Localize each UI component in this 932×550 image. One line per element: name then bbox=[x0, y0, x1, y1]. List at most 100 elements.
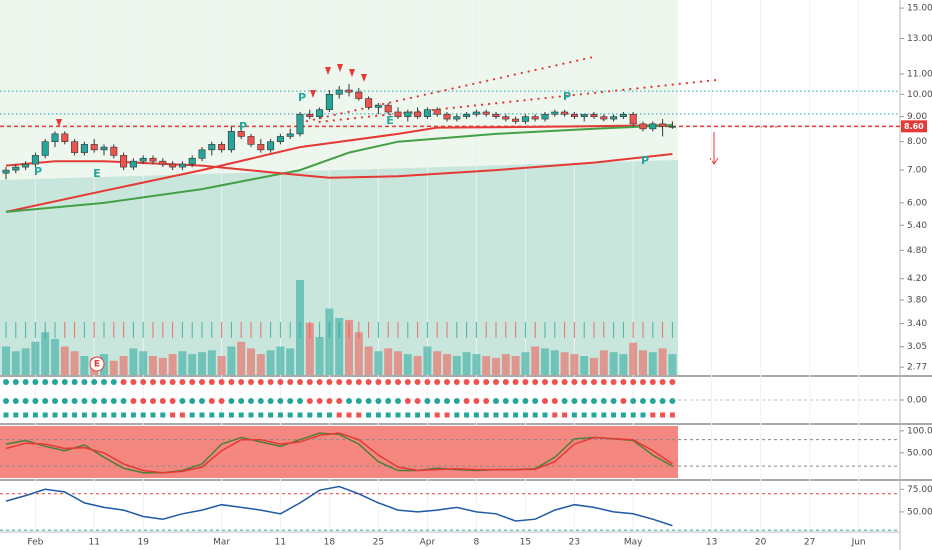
volume-bar bbox=[560, 352, 569, 375]
state-dot bbox=[238, 379, 245, 385]
state-dot bbox=[140, 379, 147, 385]
volume-bar bbox=[354, 332, 363, 375]
state-dot bbox=[395, 398, 401, 404]
state-dot bbox=[248, 398, 254, 404]
candle-body bbox=[512, 118, 520, 122]
state-square bbox=[464, 412, 470, 418]
state-dot bbox=[375, 379, 382, 385]
state-dot bbox=[91, 379, 98, 385]
state-dot bbox=[61, 379, 68, 385]
volume-bar bbox=[70, 351, 79, 375]
volume-bar bbox=[590, 357, 598, 375]
y-tick-label: 6.00 bbox=[907, 198, 927, 208]
state-dot bbox=[159, 379, 166, 385]
state-dot bbox=[463, 398, 470, 404]
candle-body bbox=[267, 141, 275, 151]
state-dot bbox=[581, 379, 588, 385]
state-dot bbox=[522, 398, 529, 404]
state-dot bbox=[542, 379, 548, 385]
volume-bar bbox=[188, 354, 197, 375]
state-square bbox=[375, 412, 381, 418]
candle-body bbox=[227, 131, 235, 151]
state-dot bbox=[189, 398, 196, 404]
state-dot bbox=[287, 398, 294, 404]
candle-body bbox=[237, 131, 245, 137]
state-square bbox=[493, 412, 499, 418]
candle-body bbox=[149, 157, 157, 162]
candle-body bbox=[590, 114, 598, 117]
candle-body bbox=[482, 111, 490, 115]
annotation: E bbox=[94, 360, 100, 370]
y-tick-label: 13.00 bbox=[907, 34, 932, 44]
state-square bbox=[258, 412, 264, 418]
x-tick-label: 11 bbox=[88, 538, 99, 548]
state-square bbox=[111, 412, 117, 418]
state-dot bbox=[355, 379, 362, 385]
state-square bbox=[160, 412, 166, 418]
state-square bbox=[669, 412, 675, 418]
annotation: P bbox=[34, 165, 42, 178]
state-dot bbox=[659, 398, 666, 404]
state-dot bbox=[218, 398, 225, 404]
candle-body bbox=[120, 155, 128, 168]
state-square bbox=[366, 412, 372, 418]
state-dot bbox=[571, 379, 578, 385]
state-dot bbox=[257, 379, 264, 385]
state-dot bbox=[71, 379, 78, 385]
signal-drop bbox=[56, 119, 62, 127]
volume-bar bbox=[413, 356, 422, 375]
state-dot bbox=[365, 398, 372, 404]
volume-bar bbox=[580, 356, 589, 375]
volume-bar bbox=[31, 341, 40, 375]
volume-bar bbox=[2, 346, 10, 375]
volume-bar bbox=[364, 346, 373, 375]
y-tick-label: 100.00 bbox=[907, 426, 932, 436]
state-dot bbox=[434, 379, 441, 385]
state-dot bbox=[473, 379, 480, 385]
candle-body bbox=[100, 146, 108, 151]
volume-bar bbox=[492, 357, 500, 375]
volume-bar bbox=[286, 348, 295, 375]
state-dot bbox=[649, 379, 656, 385]
candle-body bbox=[433, 109, 441, 115]
state-dot bbox=[502, 379, 509, 385]
candle-body bbox=[502, 116, 510, 120]
state-square bbox=[179, 412, 185, 418]
y-tick-label: 15.00 bbox=[907, 4, 932, 14]
state-square bbox=[297, 412, 303, 418]
state-dot bbox=[630, 379, 637, 385]
state-dot bbox=[336, 398, 343, 404]
state-dot bbox=[228, 379, 235, 385]
state-square bbox=[130, 412, 136, 418]
candle-body bbox=[80, 144, 88, 153]
state-dot bbox=[42, 379, 49, 385]
candle-body bbox=[463, 114, 471, 117]
volume-bar bbox=[374, 351, 383, 375]
state-square bbox=[562, 412, 568, 418]
state-dot bbox=[326, 379, 333, 385]
candle-body bbox=[414, 111, 422, 117]
state-dot bbox=[101, 398, 107, 404]
volume-bar bbox=[335, 318, 344, 375]
candle-body bbox=[22, 163, 30, 168]
candle-body bbox=[580, 114, 588, 117]
state-square bbox=[326, 412, 332, 418]
volume-bar bbox=[452, 356, 461, 375]
state-dot bbox=[277, 379, 284, 385]
volume-bar bbox=[325, 308, 334, 375]
state-dot bbox=[32, 398, 39, 404]
volume-bar bbox=[158, 357, 167, 375]
volume-bar bbox=[639, 350, 647, 375]
state-square bbox=[620, 412, 626, 418]
event-badge bbox=[89, 356, 105, 372]
state-dot bbox=[640, 398, 646, 404]
annotation: E bbox=[93, 167, 101, 180]
state-dot bbox=[287, 379, 294, 385]
state-square bbox=[611, 412, 617, 418]
state-square bbox=[444, 412, 450, 418]
volume-bar bbox=[570, 354, 579, 375]
state-dot bbox=[179, 398, 186, 404]
indicator-line bbox=[5, 432, 673, 474]
annotation: P bbox=[641, 154, 649, 167]
y-tick-label: 8.00 bbox=[907, 137, 927, 147]
